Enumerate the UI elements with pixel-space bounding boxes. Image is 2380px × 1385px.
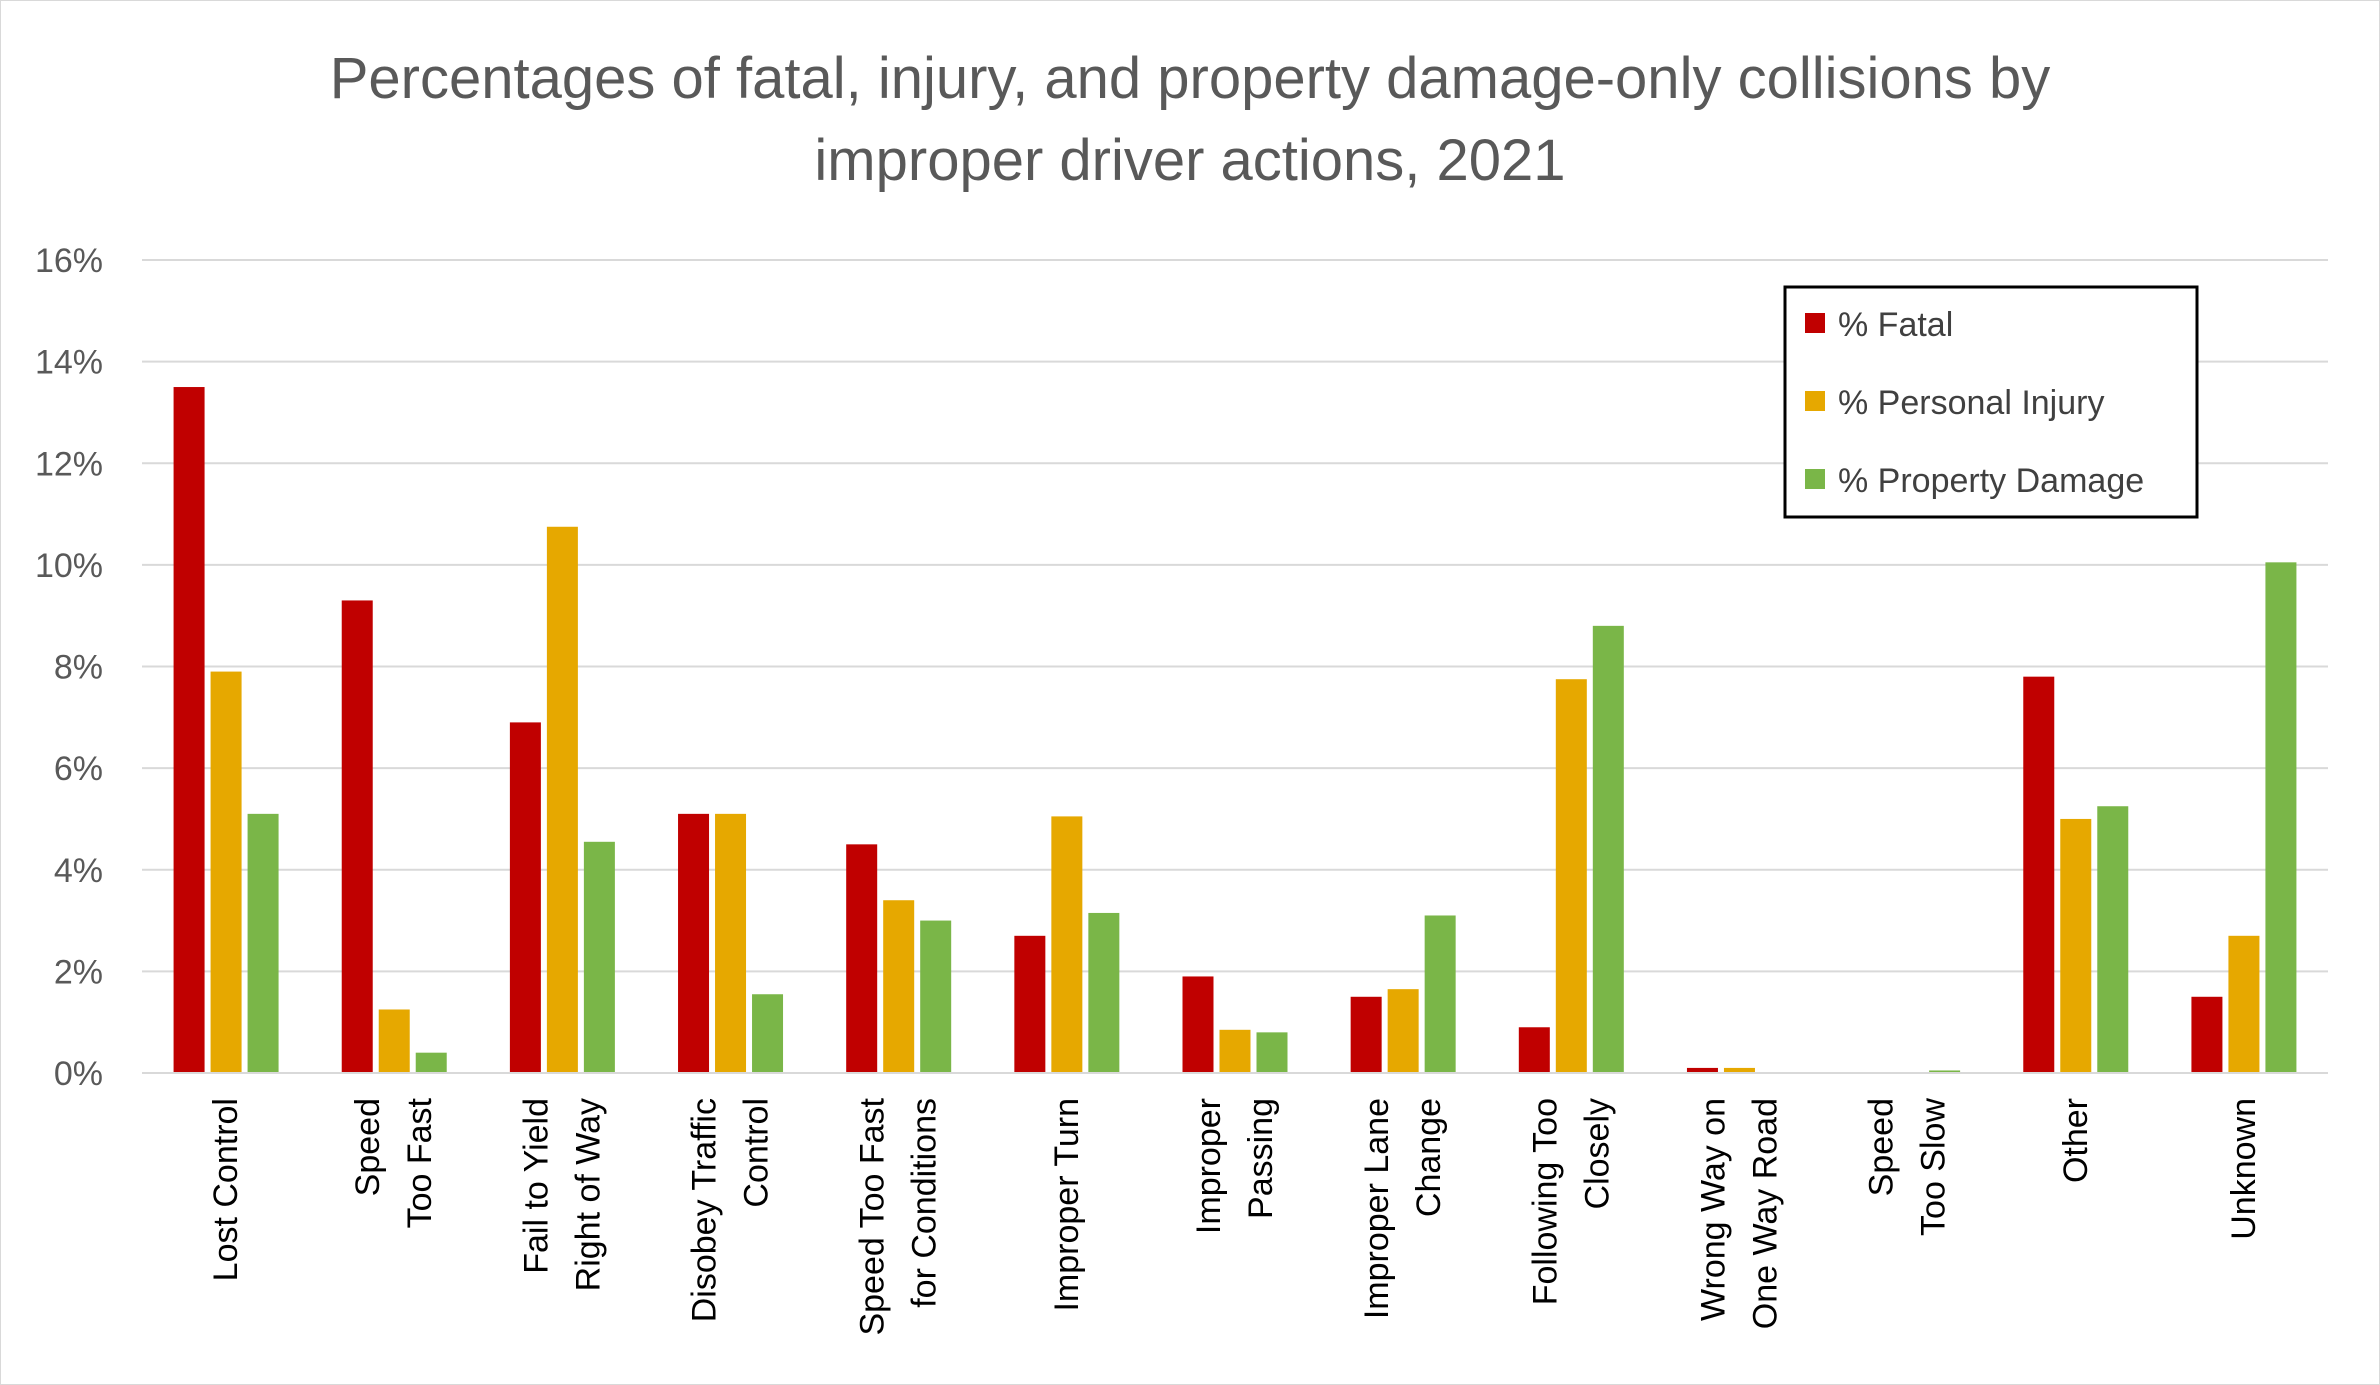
- bar-personal-injury: [883, 900, 915, 1073]
- category-label-line: Unknown: [2225, 1098, 2263, 1240]
- category-label-line: Improper: [1190, 1098, 1228, 1234]
- bar-property-damage: [1088, 912, 1120, 1073]
- bar-fatal: [678, 813, 710, 1073]
- bar-personal-injury: [1387, 989, 1419, 1073]
- bar-property-damage: [1256, 1032, 1288, 1073]
- bars: [173, 387, 2297, 1073]
- chart-title: Percentages of fatal, injury, and proper…: [330, 46, 2051, 193]
- bar-property-damage: [1929, 1070, 1961, 1073]
- category-label-line: Disobey Traffic: [686, 1098, 724, 1322]
- category-label-line: Control: [738, 1098, 776, 1208]
- bar-fatal: [1350, 996, 1382, 1073]
- legend-swatch-property-damage: [1805, 469, 1825, 489]
- y-tick-label: 4%: [54, 852, 103, 890]
- bar-personal-injury: [1555, 679, 1587, 1073]
- category-label-line: Too Slow: [1915, 1098, 1953, 1236]
- category-label: Wrong Way on One Way Road: [1694, 1098, 1784, 1329]
- category-label-line: Right of Way: [569, 1098, 607, 1291]
- bar-fatal: [846, 844, 878, 1073]
- legend-swatch-personal-injury: [1805, 391, 1825, 411]
- category-label-line: Improper Lane: [1358, 1098, 1396, 1319]
- category-label: Improper Turn: [1048, 1098, 1086, 1312]
- category-label: Following Too Closely: [1526, 1098, 1616, 1305]
- y-tick-label: 2%: [54, 953, 103, 991]
- category-label-line: Wrong Way on: [1694, 1098, 1732, 1321]
- bar-personal-injury: [210, 671, 242, 1073]
- bar-fatal: [2191, 996, 2223, 1073]
- category-label-line: Speed Too Fast: [854, 1097, 892, 1335]
- y-tick-label: 10%: [35, 547, 103, 585]
- y-tick-label: 12%: [35, 445, 103, 483]
- bar-property-damage: [583, 841, 615, 1073]
- category-label: Disobey Traffic Control: [686, 1098, 776, 1322]
- category-label: Improper Lane Change: [1358, 1098, 1448, 1319]
- category-label-line: Speed: [349, 1098, 387, 1196]
- y-tick-label: 6%: [54, 750, 103, 788]
- category-label-line: One Way Road: [1746, 1098, 1784, 1329]
- bar-fatal: [2023, 676, 2055, 1073]
- bar-property-damage: [415, 1052, 447, 1073]
- bar-personal-injury: [378, 1009, 410, 1073]
- y-axis-tick-labels: 0% 2% 4% 6% 8% 10% 12% 14% 16%: [35, 242, 103, 1093]
- bar-property-damage: [1592, 625, 1624, 1073]
- y-tick-label: 16%: [35, 242, 103, 280]
- legend-swatch-fatal: [1805, 313, 1825, 333]
- bar-property-damage: [1424, 915, 1456, 1073]
- category-label-line: Following Too: [1526, 1098, 1564, 1305]
- bar-personal-injury: [1723, 1067, 1755, 1073]
- bar-fatal: [341, 600, 373, 1073]
- category-label: Other: [2057, 1098, 2095, 1183]
- category-label-line: Lost Control: [207, 1098, 245, 1281]
- category-label: Improper Passing: [1190, 1098, 1280, 1234]
- legend-label-property-damage: % Property Damage: [1838, 462, 2144, 500]
- bar-fatal: [509, 722, 541, 1073]
- category-label-line: Other: [2057, 1098, 2095, 1183]
- category-label: Speed Too Slow: [1863, 1098, 1953, 1236]
- bar-fatal: [1686, 1067, 1718, 1073]
- legend: % Fatal % Personal Injury % Property Dam…: [1783, 285, 2199, 519]
- legend-label-fatal: % Fatal: [1838, 306, 1953, 344]
- category-label-line: for Conditions: [906, 1098, 944, 1308]
- bar-fatal: [173, 387, 205, 1073]
- category-label: Speed Too Fast for Conditions: [854, 1097, 944, 1335]
- category-label-line: Passing: [1242, 1098, 1280, 1219]
- bar-property-damage: [920, 920, 952, 1073]
- category-label-line: Change: [1410, 1098, 1448, 1217]
- legend-box: [1783, 285, 2199, 519]
- bar-personal-injury: [1219, 1029, 1251, 1073]
- category-label-line: Speed: [1863, 1098, 1901, 1196]
- bar-fatal: [1014, 935, 1046, 1073]
- bar-personal-injury: [1051, 816, 1083, 1073]
- category-label-line: Improper Turn: [1048, 1098, 1086, 1312]
- y-tick-label: 0%: [54, 1055, 103, 1093]
- bar-fatal: [1182, 976, 1214, 1073]
- bar-property-damage: [2097, 806, 2129, 1073]
- bar-property-damage: [247, 813, 279, 1073]
- bar-property-damage: [752, 994, 784, 1073]
- y-tick-label: 8%: [54, 649, 103, 687]
- chart-title-line-1: Percentages of fatal, injury, and proper…: [330, 46, 2051, 111]
- bar-fatal: [1518, 1027, 1550, 1073]
- category-label: Lost Control: [207, 1098, 245, 1281]
- category-label: Speed Too Fast: [349, 1097, 439, 1228]
- category-label-line: Closely: [1578, 1098, 1616, 1209]
- category-label-line: Fail to Yield: [517, 1098, 555, 1274]
- bar-personal-injury: [2228, 935, 2260, 1073]
- chart-title-line-2: improper driver actions, 2021: [814, 128, 1565, 193]
- x-axis-category-labels: Lost Control Speed Too Fast Fail to Yield Ri…: [207, 1097, 2263, 1335]
- bar-property-damage: [2265, 562, 2297, 1073]
- bar-personal-injury: [2060, 818, 2092, 1073]
- category-label: Unknown: [2225, 1098, 2263, 1240]
- y-tick-label: 14%: [35, 344, 103, 382]
- legend-label-personal-injury: % Personal Injury: [1838, 384, 2104, 422]
- bar-personal-injury: [715, 813, 747, 1073]
- category-label: Fail to Yield Right of Way: [517, 1098, 607, 1291]
- bar-personal-injury: [546, 526, 578, 1073]
- category-label-line: Too Fast: [401, 1097, 439, 1228]
